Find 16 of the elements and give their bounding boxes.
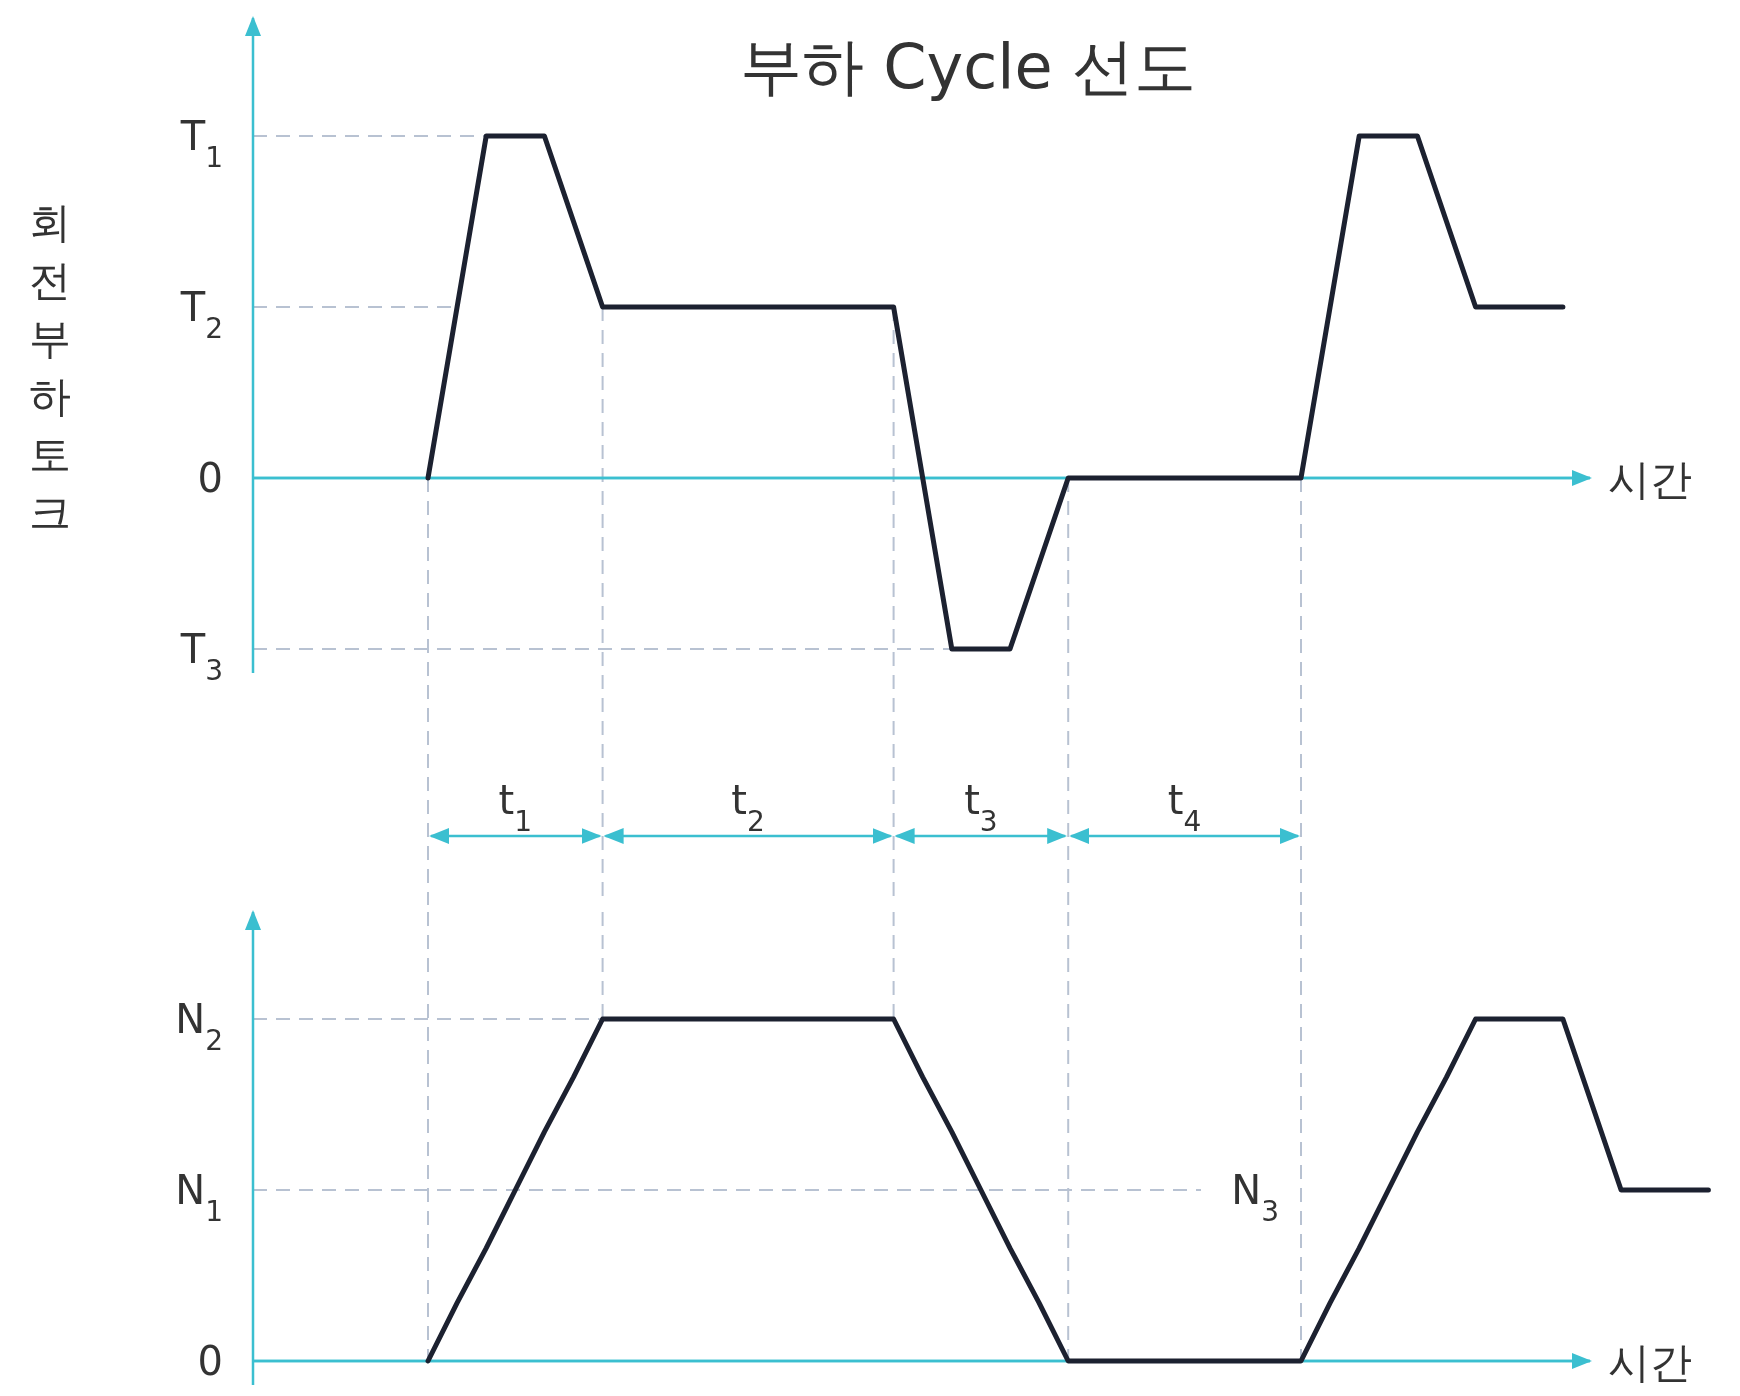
y-axis-title: 회전부하토크: [29, 198, 71, 537]
ref-line-label: T$_{3}$: [179, 626, 223, 687]
x-axis-title: 시간: [1608, 455, 1692, 504]
text: t$_{2}$: [731, 777, 765, 838]
chart-title: 부하 Cycle 선도: [739, 30, 1197, 103]
ref-line-label: 0: [197, 1338, 223, 1384]
ref-line-label: T$_{2}$: [179, 284, 223, 345]
ref-line-label: N$_{1}$: [175, 1167, 223, 1228]
ref-line-label: N$_{2}$: [175, 996, 223, 1057]
ref-line-label: T$_{1}$: [179, 113, 223, 174]
text: t$_{4}$: [1167, 777, 1202, 838]
x-axis-title: 시간: [1608, 1338, 1692, 1387]
ref-line-label: 0: [197, 455, 223, 501]
annotation: N$_{3}$: [1231, 1167, 1279, 1228]
text: t$_{1}$: [498, 777, 533, 838]
text: t$_{3}$: [964, 777, 998, 838]
